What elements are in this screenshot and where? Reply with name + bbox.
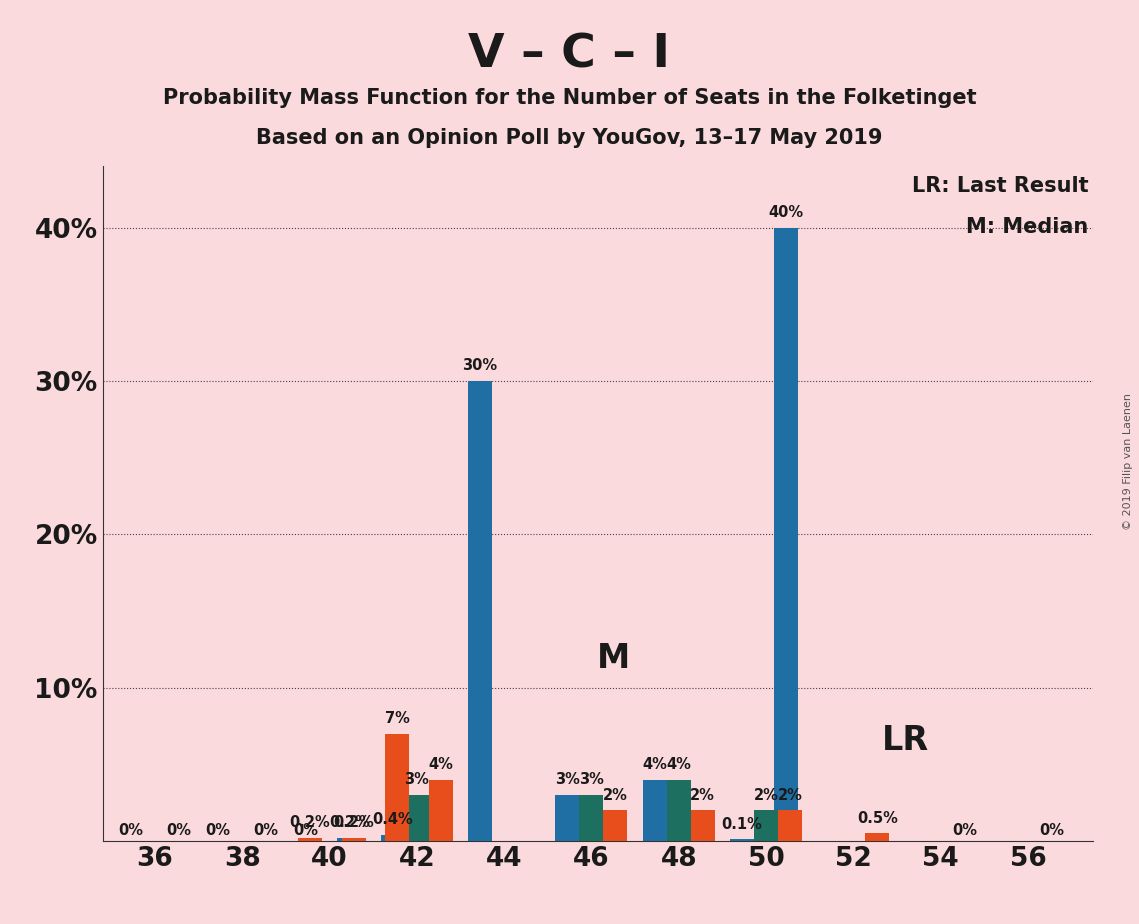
Text: LR: Last Result: LR: Last Result [912, 176, 1089, 197]
Text: 0%: 0% [254, 823, 279, 838]
Text: 0.2%: 0.2% [333, 815, 374, 830]
Bar [773, 227, 797, 841]
Text: 0.2%: 0.2% [329, 815, 369, 830]
Text: 0%: 0% [293, 823, 318, 838]
Text: 0%: 0% [1040, 823, 1065, 838]
Text: 0%: 0% [166, 823, 191, 838]
Bar [754, 810, 778, 841]
Bar [380, 834, 404, 841]
Text: 0%: 0% [952, 823, 977, 838]
Text: 0.5%: 0.5% [857, 810, 898, 825]
Text: 4%: 4% [428, 757, 453, 772]
Bar [642, 780, 666, 841]
Bar [556, 795, 580, 841]
Text: 2%: 2% [754, 787, 778, 803]
Text: 0%: 0% [118, 823, 144, 838]
Text: 4%: 4% [666, 757, 691, 772]
Text: 0%: 0% [206, 823, 231, 838]
Text: 3%: 3% [404, 772, 429, 787]
Bar [385, 734, 409, 841]
Text: 2%: 2% [690, 787, 715, 803]
Text: M: Median: M: Median [966, 217, 1089, 237]
Text: LR: LR [883, 723, 929, 757]
Text: 7%: 7% [385, 711, 410, 726]
Text: M: M [597, 642, 630, 675]
Bar [666, 780, 690, 841]
Text: Based on an Opinion Poll by YouGov, 13–17 May 2019: Based on an Opinion Poll by YouGov, 13–1… [256, 128, 883, 148]
Bar [428, 780, 453, 841]
Text: 4%: 4% [642, 757, 667, 772]
Bar [337, 838, 361, 841]
Bar [580, 795, 604, 841]
Bar [342, 838, 366, 841]
Text: 0.2%: 0.2% [289, 815, 330, 830]
Bar [468, 381, 492, 841]
Text: 2%: 2% [778, 787, 803, 803]
Text: 2%: 2% [603, 787, 628, 803]
Text: 3%: 3% [555, 772, 580, 787]
Bar [730, 839, 754, 841]
Bar [404, 795, 428, 841]
Text: © 2019 Filip van Laenen: © 2019 Filip van Laenen [1123, 394, 1133, 530]
Bar [690, 810, 715, 841]
Text: 0.1%: 0.1% [722, 817, 762, 832]
Bar [604, 810, 628, 841]
Text: 30%: 30% [462, 359, 498, 373]
Bar [778, 810, 802, 841]
Bar [866, 833, 890, 841]
Text: V – C – I: V – C – I [468, 32, 671, 78]
Text: 0.4%: 0.4% [372, 812, 413, 827]
Bar [298, 838, 322, 841]
Text: Probability Mass Function for the Number of Seats in the Folketinget: Probability Mass Function for the Number… [163, 88, 976, 108]
Text: 40%: 40% [768, 205, 803, 220]
Text: 3%: 3% [579, 772, 604, 787]
